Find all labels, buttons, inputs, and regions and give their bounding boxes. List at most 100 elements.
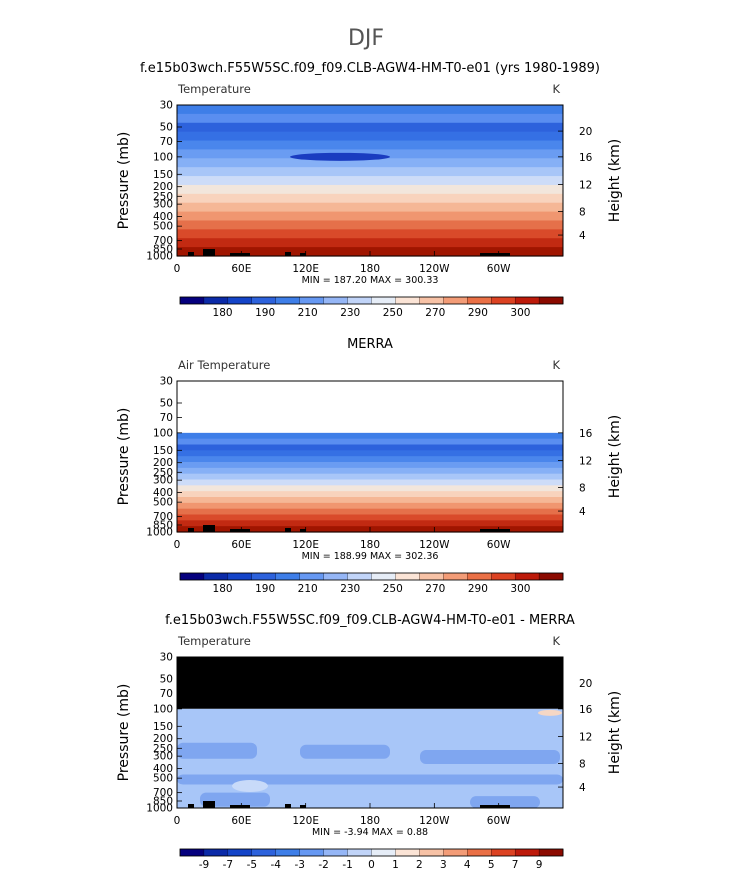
x-tick-label: 0 xyxy=(174,539,181,551)
right-tick-label: 12 xyxy=(579,731,592,743)
right-tick-label: 4 xyxy=(579,782,586,794)
field-band xyxy=(177,113,563,124)
field-band xyxy=(177,450,563,457)
right-tick-label: 8 xyxy=(579,206,586,218)
y-tick-label: 100 xyxy=(153,703,173,715)
topography xyxy=(203,525,215,532)
y-tick-label: 50 xyxy=(160,673,173,685)
topography xyxy=(230,805,250,808)
difference-contour xyxy=(200,792,270,807)
y-tick-label: 500 xyxy=(153,773,173,785)
colorbar-label: 250 xyxy=(383,307,403,319)
colorbar-label: 270 xyxy=(425,307,445,319)
topography xyxy=(188,528,194,532)
right-tick-label: 8 xyxy=(579,482,586,494)
difference-contour xyxy=(177,774,563,785)
chart-panel-3: f.e15b03wch.F55W5SC.f09_f09.CLB-AGW4-HM-… xyxy=(116,613,623,871)
field-band xyxy=(177,158,563,168)
colorbar-label: 190 xyxy=(255,583,275,595)
field-band xyxy=(177,485,563,492)
field-band xyxy=(177,462,563,469)
colorbar-label: 1 xyxy=(392,859,399,871)
colorbar-swatch xyxy=(347,296,372,305)
colorbar-swatch xyxy=(299,572,325,581)
y-tick-label: 300 xyxy=(153,475,173,487)
colorbar-swatch xyxy=(179,572,205,581)
colorbar-label: 4 xyxy=(464,859,471,871)
units-label: K xyxy=(552,634,560,648)
difference-contour xyxy=(538,709,562,716)
colorbar-label: 5 xyxy=(488,859,495,871)
y-tick-label: 30 xyxy=(160,652,173,664)
min-max-stats: MIN = 188.99 MAX = 302.36 xyxy=(302,551,439,562)
panel-title: f.e15b03wch.F55W5SC.f09_f09.CLB-AGW4-HM-… xyxy=(140,61,600,76)
field-band xyxy=(177,193,563,204)
colorbar-swatch xyxy=(395,572,420,581)
y-tick-label: 300 xyxy=(153,199,173,211)
colorbar-swatch xyxy=(538,572,564,581)
colorbar-swatch xyxy=(203,572,229,581)
x-tick-label: 60E xyxy=(231,539,251,551)
x-tick-label: 120E xyxy=(292,539,319,551)
colorbar-swatch xyxy=(538,848,564,857)
right-tick-label: 4 xyxy=(579,506,586,518)
x-tick-label: 120W xyxy=(419,263,450,275)
topography xyxy=(230,253,250,256)
colorbar-swatch xyxy=(371,296,396,305)
colorbar-swatch xyxy=(419,848,444,857)
y-tick-label: 1000 xyxy=(146,803,173,815)
right-axis-label: Height (km) xyxy=(607,415,623,498)
right-tick-label: 4 xyxy=(579,230,586,242)
units-label: K xyxy=(552,82,560,96)
field-band xyxy=(177,508,563,516)
difference-contour xyxy=(420,749,560,764)
colorbar-swatch xyxy=(514,848,540,857)
colorbar-swatch xyxy=(299,848,325,857)
x-tick-label: 120E xyxy=(292,815,319,827)
field-band xyxy=(177,444,563,451)
colorbar-frame xyxy=(179,296,564,305)
field-band xyxy=(177,211,563,222)
colorbar-label: 180 xyxy=(213,583,233,595)
colorbar-swatch xyxy=(347,848,372,857)
y-tick-label: 100 xyxy=(153,427,173,439)
min-max-stats: MIN = -3.94 MAX = 0.88 xyxy=(312,827,428,838)
x-tick-label: 120W xyxy=(419,815,450,827)
field-band xyxy=(177,176,563,186)
y-tick-label: 70 xyxy=(160,136,173,148)
field-label: Temperature xyxy=(177,634,251,648)
y-tick-label: 500 xyxy=(153,221,173,233)
x-tick-label: 180 xyxy=(360,539,380,551)
y-tick-label: 100 xyxy=(153,151,173,163)
colorbar-label: -7 xyxy=(223,859,233,871)
colorbar-swatch xyxy=(514,572,540,581)
field-band xyxy=(177,229,563,239)
right-tick-label: 16 xyxy=(579,428,593,440)
y-tick-label: 30 xyxy=(160,100,173,112)
colorbar-swatch xyxy=(371,572,396,581)
field-band xyxy=(177,456,563,463)
y-tick-label: 30 xyxy=(160,376,173,388)
colorbar-label: 290 xyxy=(468,583,488,595)
right-tick-label: 8 xyxy=(579,758,586,770)
y-tick-label: 400 xyxy=(153,487,173,499)
difference-contour xyxy=(300,744,390,759)
colorbar-swatch xyxy=(491,296,516,305)
field-label: Temperature xyxy=(177,82,251,96)
topography xyxy=(230,529,250,532)
colorbar-label: 180 xyxy=(213,307,233,319)
colorbar-swatch xyxy=(467,296,492,305)
y-tick-label: 850 xyxy=(153,244,173,256)
colorbar-swatch xyxy=(395,296,420,305)
topography xyxy=(188,252,194,256)
colorbar-swatch xyxy=(323,848,349,857)
colorbar-swatch xyxy=(491,848,516,857)
colorbar-swatch xyxy=(227,572,253,581)
topography xyxy=(480,529,510,532)
colorbar-label: 300 xyxy=(510,583,530,595)
x-tick-label: 120W xyxy=(419,539,450,551)
field-band xyxy=(177,514,563,521)
y-tick-label: 500 xyxy=(153,497,173,509)
